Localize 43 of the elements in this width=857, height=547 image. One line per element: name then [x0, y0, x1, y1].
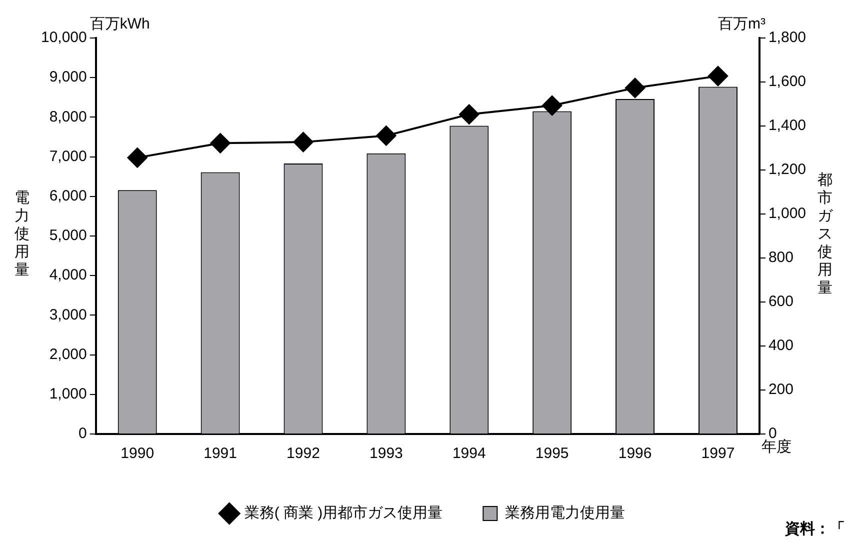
x-tick-label: 1994: [452, 445, 486, 462]
y-tick-label: 8,000: [49, 108, 87, 126]
y2-tick-label: 1,800: [768, 29, 806, 46]
x-tick-label: 1996: [618, 445, 652, 462]
point: [708, 66, 728, 86]
point: [625, 78, 646, 98]
point: [542, 96, 562, 116]
y-tick-label: 1,000: [49, 386, 87, 403]
y2-tick-label: 1,000: [768, 205, 806, 222]
point: [376, 126, 396, 146]
text: 資料：「: [784, 520, 845, 538]
text: 百万m³: [718, 16, 766, 33]
y2-tick-label: 400: [768, 337, 794, 354]
y-axis-title: 電力使用量: [14, 190, 30, 279]
y-tick-label: 0: [78, 425, 87, 442]
y2-tick-label: 200: [768, 381, 794, 398]
x-tick-label: 1997: [701, 445, 735, 462]
y-tick-label: 4,000: [49, 266, 87, 284]
point: [293, 132, 314, 152]
y2-axis-title: 都市ガス使用量: [818, 172, 834, 297]
y-tick-label: 9,000: [49, 68, 87, 86]
point: [127, 148, 148, 168]
legend-label: 業務用電力使用量: [505, 504, 626, 522]
point: [210, 133, 230, 154]
x-tick-label: 1993: [370, 445, 403, 462]
y2-tick-label: 1,400: [768, 117, 806, 134]
y-tick-label: 3,000: [49, 306, 87, 324]
y-tick-label: 2,000: [49, 346, 87, 363]
y2-tick-label: 1,600: [768, 73, 806, 90]
y2-tick-label: 800: [768, 249, 794, 266]
y-tick-label: 5,000: [49, 227, 87, 244]
point: [459, 104, 480, 124]
x-tick-label: 1992: [286, 445, 320, 462]
x-tick-label: 1991: [204, 445, 237, 462]
x-tick-label: 1990: [120, 445, 154, 462]
x-tick-label: 1995: [535, 445, 569, 462]
y2-tick-label: 1,200: [768, 161, 806, 178]
y2-tick-label: 600: [768, 293, 794, 310]
legend-label: 業務( 商業 )用都市ガス使用量: [244, 504, 443, 522]
y-tick-label: 10,000: [40, 29, 87, 46]
y-tick-label: 6,000: [49, 188, 87, 205]
y-tick-label: 7,000: [49, 148, 87, 165]
text: 百万kWh: [90, 16, 150, 33]
